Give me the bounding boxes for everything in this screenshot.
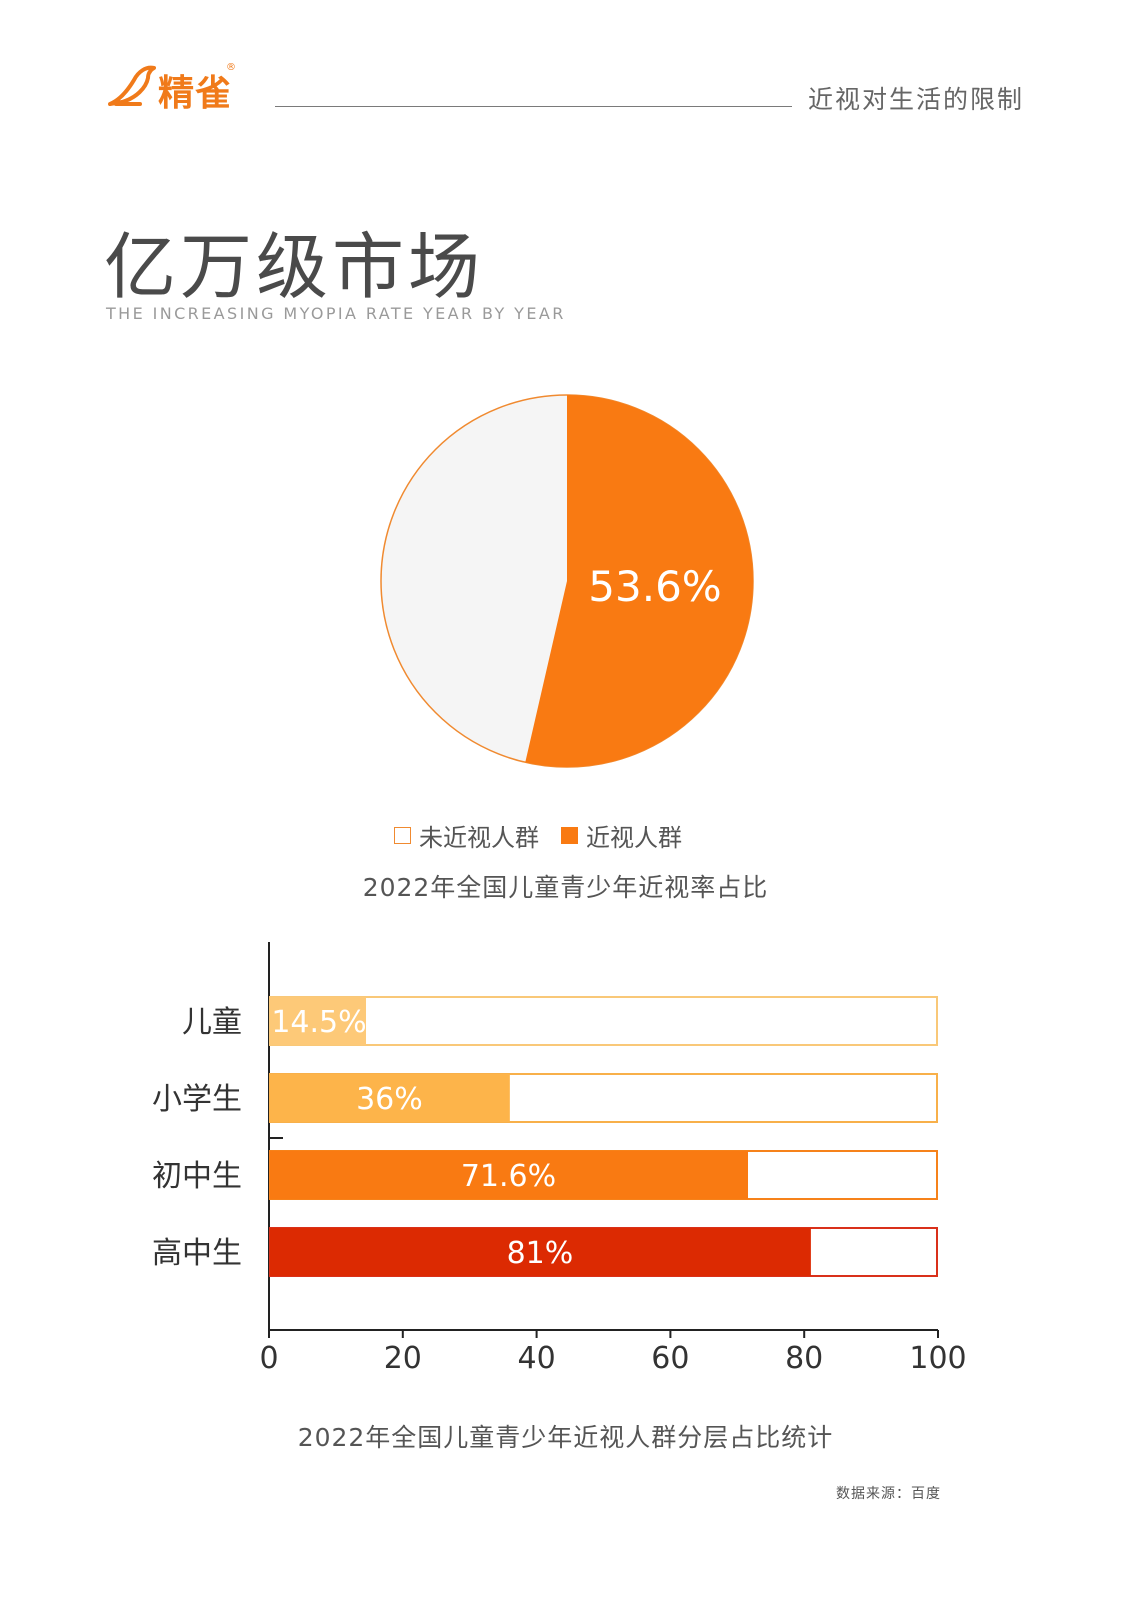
pie-legend: 未近视人群 近视人群 (394, 818, 704, 853)
pie-chart-caption: 2022年全国儿童青少年近视率占比 (362, 873, 769, 902)
legend-swatch-non-myopic (394, 827, 411, 844)
brand-logo: 精雀 ® (106, 60, 236, 114)
bar-1 (270, 1074, 510, 1122)
myopia-stratified-bar-chart: 儿童 14.5% 小学生 36% 初中生 71.6% 高中生 81% 0 20 40 60 80 100 (152, 942, 967, 1376)
x-tick-label-4: 80 (785, 1341, 823, 1376)
bar-0 (270, 997, 367, 1045)
pie-label-myopic: 53.6% (588, 562, 721, 611)
bar-data-label-3: 81% (507, 1236, 574, 1271)
legend-item-myopic: 近视人群 (561, 818, 682, 853)
bar-3 (270, 1228, 811, 1276)
brand-name: 精雀 (158, 73, 233, 114)
x-tick-label-1: 20 (384, 1341, 422, 1376)
bar-data-label-0: 14.5% (271, 1005, 366, 1040)
sparrow-logo-icon (108, 65, 156, 106)
bar-chart-caption: 2022年全国儿童青少年近视人群分层占比统计 (297, 1423, 834, 1452)
data-source: 数据来源：百度 (836, 1486, 941, 1502)
header-divider (275, 106, 792, 107)
page-title: 亿万级市场 (104, 225, 485, 309)
bar-data-label-2: 71.6% (461, 1159, 556, 1194)
legend-label-non-myopic: 未近视人群 (419, 824, 539, 852)
legend-item-non-myopic: 未近视人群 (394, 818, 539, 853)
bar-2 (270, 1151, 749, 1199)
bar-category-label-2: 初中生 (152, 1159, 242, 1194)
header: 精雀 ® 近视对生活的限制 (0, 0, 1131, 140)
bar-track-0 (269, 996, 938, 1046)
bar-category-label-1: 小学生 (152, 1082, 242, 1117)
section-title: 近视对生活的限制 (808, 85, 1025, 114)
bar-category-label-3: 高中生 (152, 1236, 242, 1271)
registered-mark: ® (226, 62, 236, 73)
legend-label-myopic: 近视人群 (586, 824, 682, 852)
x-tick-label-0: 0 (259, 1341, 278, 1376)
bar-category-label-0: 儿童 (182, 1005, 242, 1040)
myopia-rate-pie-chart: 53.6% (380, 394, 754, 768)
x-tick-label-3: 60 (651, 1341, 689, 1376)
legend-swatch-myopic (561, 827, 578, 844)
x-tick-label-5: 100 (909, 1341, 966, 1376)
page-subtitle: THE INCREASING MYOPIA RATE YEAR BY YEAR (106, 304, 566, 323)
bar-data-label-1: 36% (356, 1082, 423, 1117)
x-tick-label-2: 40 (518, 1341, 556, 1376)
pie-slice-myopic (525, 395, 754, 767)
